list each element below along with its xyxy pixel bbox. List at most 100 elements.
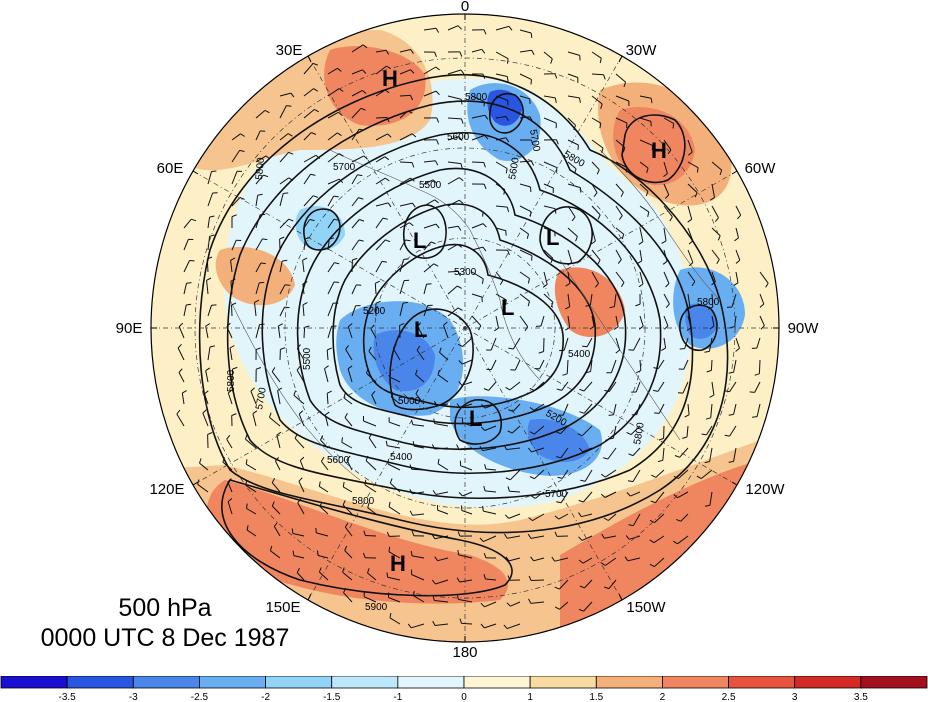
wind-barb [612, 425, 617, 439]
contour-label: 5600 [327, 455, 350, 466]
wind-barb [303, 219, 311, 229]
wind-barb [607, 513, 617, 521]
wind-barb [319, 485, 329, 493]
wind-barb [412, 513, 425, 516]
wind-barb-flag [719, 169, 723, 175]
wind-barb-flag [505, 137, 510, 143]
wind-barb-flag [284, 306, 290, 309]
wind-barb [207, 217, 211, 229]
wind-barb [269, 417, 281, 427]
wind-barb-flag [669, 216, 673, 222]
wind-barb [302, 304, 305, 317]
wind-barb [562, 403, 569, 416]
wind-barb-flag [578, 447, 583, 453]
wind-barb [346, 459, 353, 471]
wind-barb-flag [182, 390, 187, 394]
wind-barb-flag [754, 373, 760, 376]
wind-barb [591, 95, 603, 105]
wind-barb [181, 393, 185, 405]
wind-barb [471, 315, 482, 326]
wind-barb [639, 271, 644, 285]
wind-barb-flag [654, 412, 660, 414]
wind-barb-flag [602, 457, 609, 460]
high-center: H [390, 551, 406, 576]
wind-barb [375, 217, 384, 229]
wind-barb [204, 393, 209, 405]
wind-barb [543, 183, 554, 189]
wind-barb [583, 403, 593, 414]
wind-barb-flag [318, 481, 321, 487]
wind-barb-flag [599, 58, 602, 64]
wind-barb [375, 133, 388, 141]
wind-barb [471, 293, 483, 298]
wind-barb-flag [416, 345, 421, 351]
wind-barb-flag [759, 303, 765, 308]
wind-barb-flag [565, 327, 570, 331]
wind-barb-flag [524, 326, 529, 332]
wind-barb [508, 557, 521, 562]
wind-barb-flag [694, 192, 698, 198]
colorbar-box [860, 676, 928, 689]
wind-barb [303, 88, 314, 97]
wind-barb-flag [627, 480, 634, 483]
wind-barb-flag [362, 44, 368, 49]
wind-barb [255, 155, 267, 163]
wind-barb-flag [638, 325, 644, 330]
wind-barb [533, 557, 545, 562]
wind-barb-flag [481, 403, 486, 409]
wind-barb [687, 161, 699, 169]
wind-barb [567, 139, 579, 146]
wind-barb-flag [259, 323, 265, 326]
wind-barb-flag [716, 259, 720, 265]
contour-label: 5800 [226, 369, 237, 392]
wind-barb-flag [456, 577, 461, 583]
wind-barb [367, 507, 377, 515]
wind-barb-flag [565, 283, 571, 287]
wind-barb [558, 513, 569, 520]
wind-barb [567, 271, 571, 284]
wind-barb [299, 460, 305, 471]
wind-barb-flag [459, 51, 463, 57]
wind-barb [178, 372, 185, 383]
wind-barb [567, 117, 576, 126]
wind-barb-flag [271, 477, 276, 483]
wind-barb-flag [578, 559, 584, 564]
wind-barb-flag [431, 579, 436, 585]
wind-barb-flag [696, 167, 699, 173]
wind-barb [226, 326, 233, 339]
wind-barb [663, 337, 667, 349]
wind-barb-flag [628, 524, 634, 527]
wind-barb-flag [483, 573, 486, 580]
wind-barb-flag [575, 236, 578, 242]
wind-barb-flag [600, 493, 606, 498]
high-center: H [382, 66, 398, 91]
wind-barb [389, 421, 401, 427]
wind-barb [447, 25, 459, 31]
wind-barb [711, 315, 715, 327]
wind-barb-flag [645, 191, 649, 197]
wind-barb-flag [554, 97, 557, 103]
wind-barb [231, 150, 241, 163]
colorbar-box [66, 676, 134, 689]
wind-barb-flag [390, 392, 394, 398]
lon-label-120w: 120W [745, 481, 785, 498]
lon-label-150e: 150E [265, 599, 300, 616]
wind-barb [388, 506, 401, 515]
wind-barb-flag [673, 540, 678, 545]
wind-barb-flag [662, 260, 668, 265]
wind-barb [271, 482, 281, 493]
wind-barb [436, 403, 449, 407]
wind-barb-flag [527, 301, 530, 307]
wind-barb [460, 465, 473, 471]
wind-barb-flag [579, 388, 585, 392]
wind-barb-flag [337, 67, 342, 72]
wind-barb-flag [319, 501, 323, 507]
wind-barb-flag [436, 139, 439, 145]
wind-barb [255, 282, 260, 295]
wind-barb [413, 595, 425, 603]
wind-barb-flag [504, 514, 510, 519]
wind-barb [591, 161, 600, 171]
wind-barb-flag [737, 214, 742, 220]
wind-barb-flag [206, 277, 212, 281]
wind-barb-flag [264, 109, 270, 114]
